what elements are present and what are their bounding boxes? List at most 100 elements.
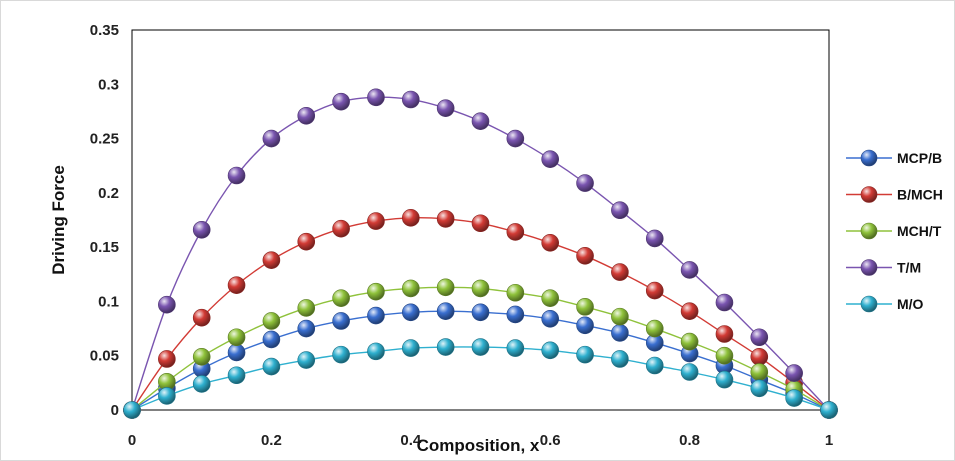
y-axis: 0 0.05 0.1 0.15 0.2 0.25 0.3 0.35 [90,22,119,419]
data-point [158,387,176,405]
data-point [576,345,594,364]
data-point [262,251,281,269]
legend-label: M/O [897,296,924,312]
legend-item: MCH/T [846,222,942,240]
data-point [332,345,350,364]
data-point [227,343,246,362]
y-tick-label: 0.35 [90,22,119,39]
data-point [471,279,490,298]
data-point [297,106,316,125]
legend-marker [860,186,878,203]
x-tick-label: 0.4 [400,432,422,449]
data-point [436,338,455,356]
data-point [123,401,141,419]
data-point [297,232,316,251]
data-point [262,330,281,349]
y-tick-label: 0.2 [98,185,119,202]
x-tick-label: 0.2 [261,432,282,449]
data-point [471,338,490,356]
data-point [192,347,211,366]
data-point [227,328,246,347]
data-point [367,306,385,325]
y-axis-title: Driving Force [49,165,68,275]
data-point [680,302,699,321]
data-point [506,339,525,357]
data-point [192,220,211,239]
data-point [645,229,664,248]
y-tick-label: 0 [111,402,119,419]
data-point [297,351,316,369]
legend-marker [860,295,878,313]
data-point [645,281,664,300]
data-point [611,263,629,281]
data-point [576,316,594,335]
data-point [715,346,734,365]
legend-item: T/M [846,259,921,276]
data-point [471,303,490,322]
data-point [158,350,176,368]
data-point [541,150,560,168]
data-point [436,278,455,297]
data-point [715,325,734,343]
data-point [680,332,699,351]
data-point [367,282,385,301]
x-axis: 0 0.2 0.4 0.6 0.8 1 [128,432,833,449]
data-point [541,234,560,252]
data-point [401,279,420,298]
data-point [262,312,281,330]
x-axis-title: Composition, x [417,436,540,455]
legend-item: B/MCH [846,186,943,203]
data-point [401,209,420,227]
y-tick-label: 0.25 [90,131,119,148]
y-tick-label: 0.1 [98,293,119,310]
data-point [611,324,629,342]
data-point [332,312,350,330]
series-layer [123,88,838,419]
data-point [820,401,838,419]
data-point [297,299,316,317]
data-point [541,341,560,360]
x-tick-label: 0 [128,432,136,449]
data-point [401,303,420,322]
legend-marker [860,259,878,276]
data-point [332,92,350,111]
data-point [645,319,664,338]
data-point [680,363,699,381]
data-point [332,219,350,238]
x-tick-label: 0.6 [540,432,561,449]
data-point [715,293,734,312]
data-point [506,305,525,324]
series-m-o [123,338,838,419]
y-tick-label: 0.05 [90,348,119,365]
y-tick-label: 0.15 [90,239,119,256]
legend-marker [860,149,878,167]
data-point [576,298,594,316]
data-point [401,339,420,357]
data-point [401,90,420,109]
legend-label: MCH/T [897,223,942,239]
data-point [227,276,246,294]
legend-label: T/M [897,260,921,276]
series-mch-t [123,278,838,419]
data-point [436,99,455,117]
data-point [506,223,525,241]
data-point [576,174,594,192]
data-point [367,88,385,107]
legend: MCP/B B/MCH MCH/T T/M M/O [846,149,943,313]
data-point [576,247,594,265]
data-point [192,308,211,327]
data-point [262,129,281,148]
data-point [297,319,316,338]
series-t-m [123,88,838,419]
legend-label: MCP/B [897,150,942,166]
data-point [785,364,803,382]
data-point [611,350,629,368]
legend-label: B/MCH [897,187,943,203]
data-point [785,389,803,407]
x-tick-label: 1 [825,432,833,449]
data-point [471,214,490,233]
y-tick-label: 0.3 [98,76,119,93]
data-point [541,309,560,328]
data-point [262,357,281,376]
